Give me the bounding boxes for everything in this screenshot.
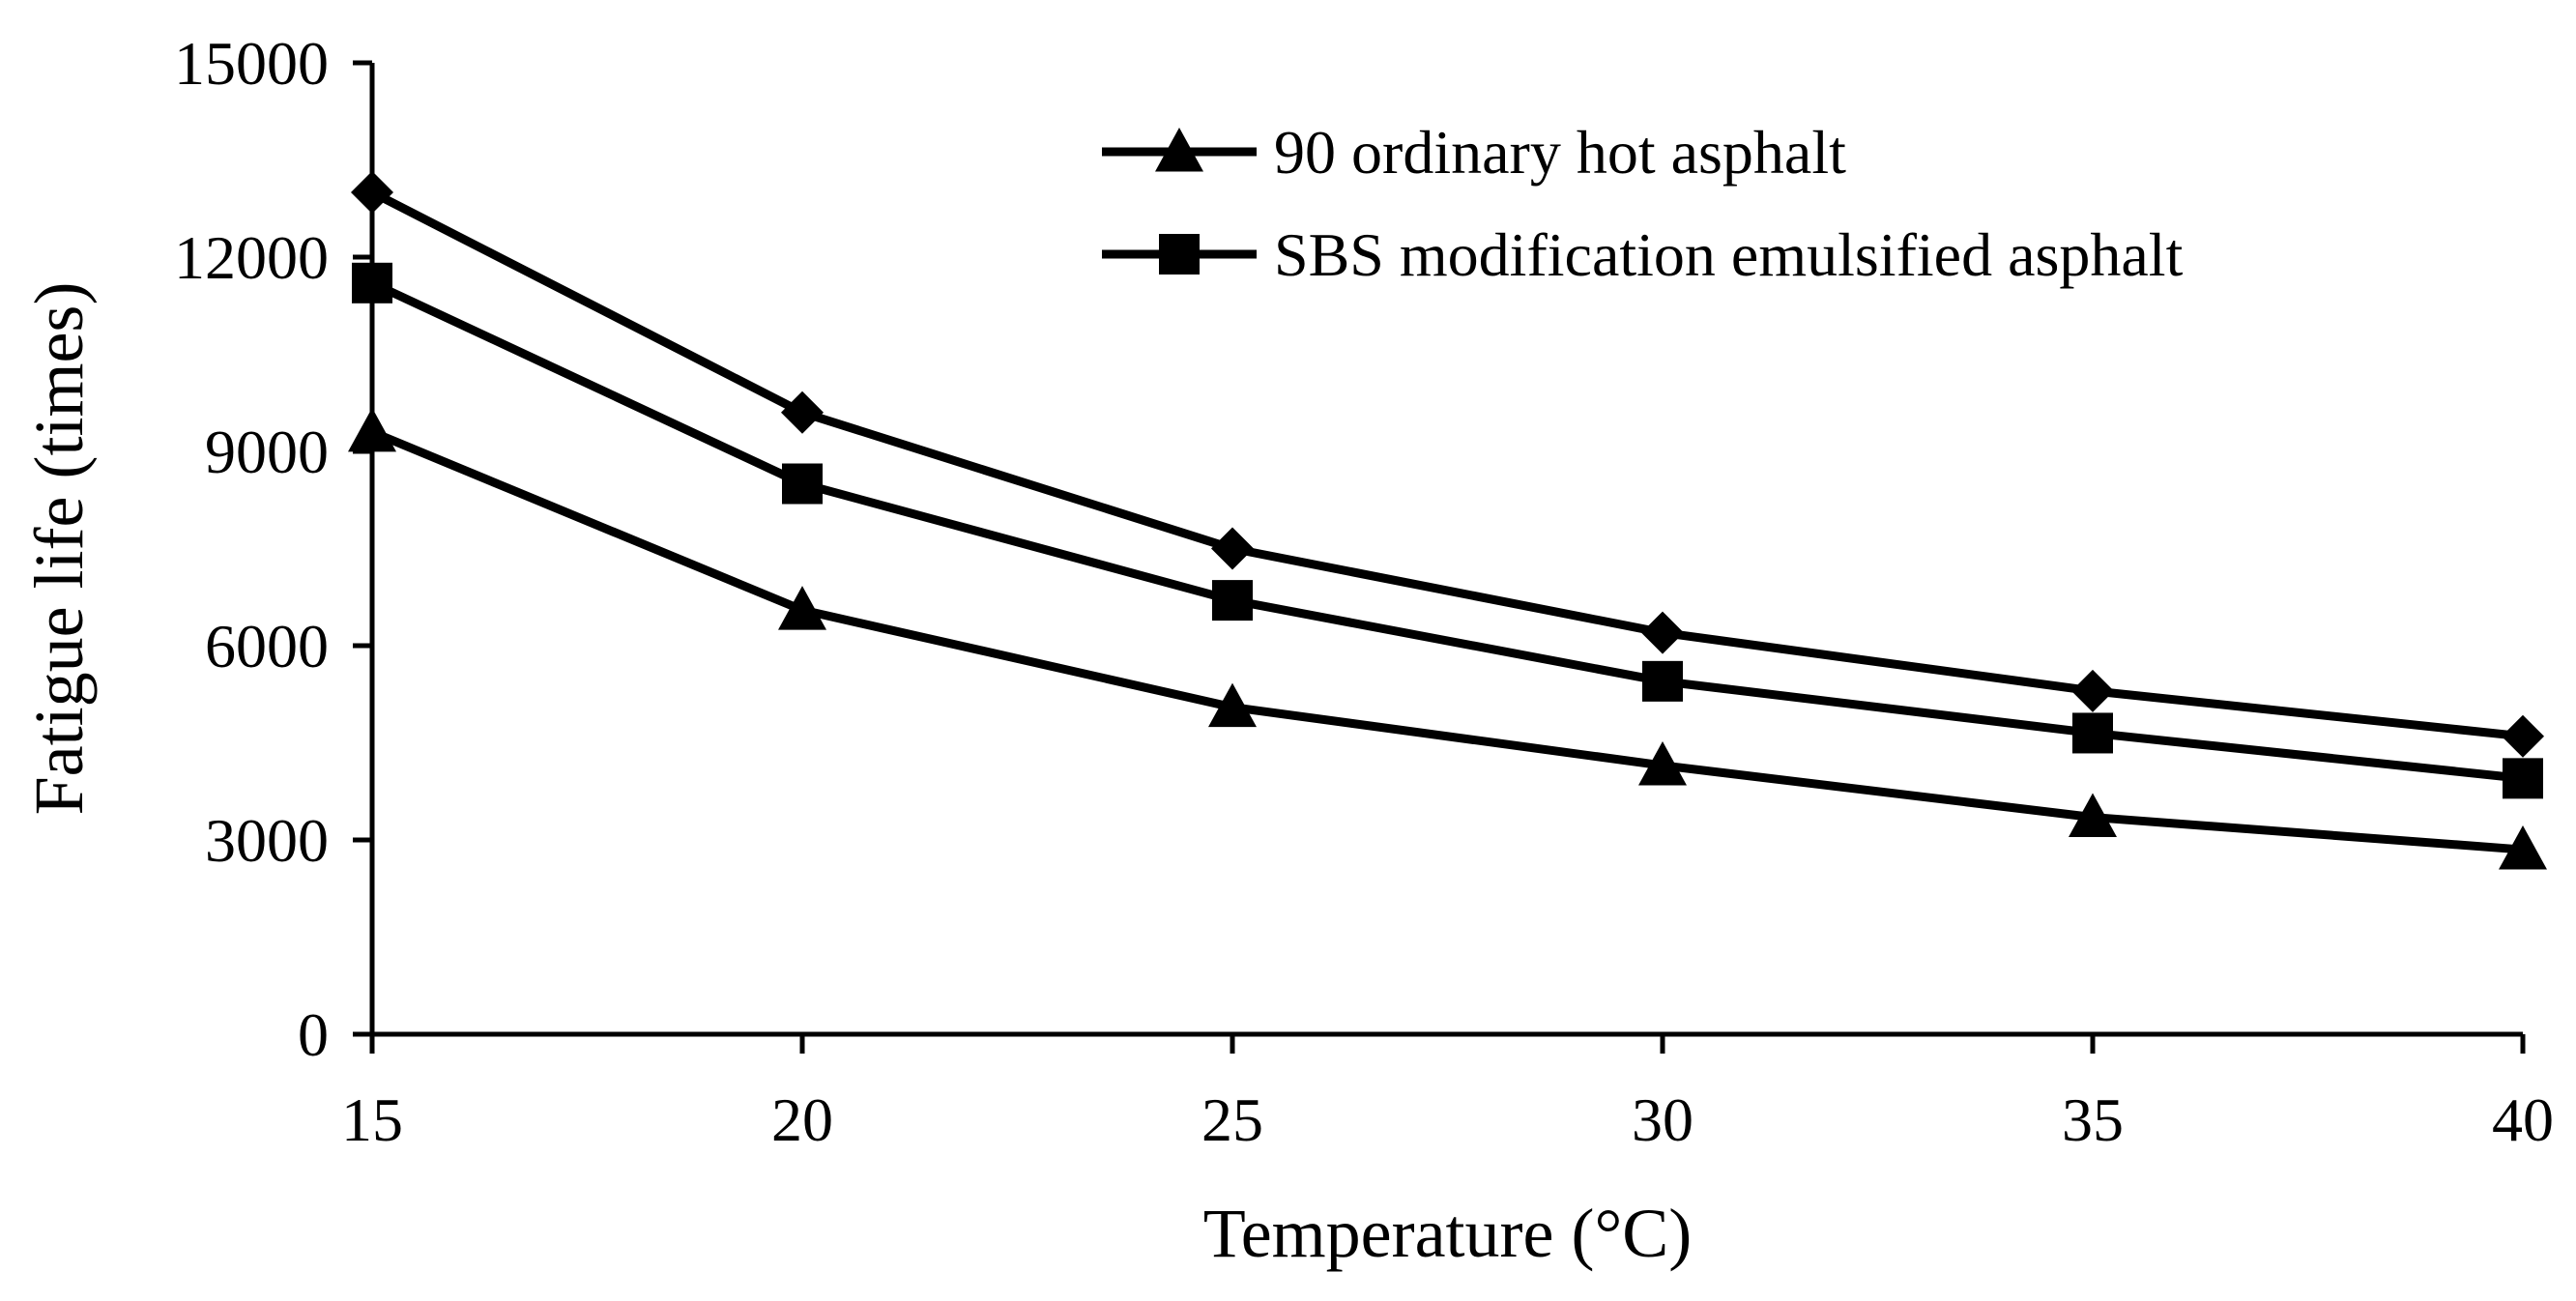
series-line-triangle: [370, 427, 2524, 854]
data-point-square: [1642, 660, 1683, 702]
data-point-diamond: [2502, 714, 2544, 758]
data-point-triangle: [1208, 682, 1257, 728]
legend: 90 ordinary hot asphalt SBS modification …: [1102, 118, 2184, 289]
y-tick-label: 6000: [205, 612, 329, 680]
x-tick-label: 20: [771, 1085, 833, 1154]
data-point-square: [2503, 758, 2543, 799]
legend-label: SBS modification emulsified asphalt: [1274, 220, 2184, 289]
series-triangle: [348, 407, 2547, 870]
data-point-triangle: [1638, 740, 1687, 786]
data-point-triangle: [2069, 793, 2117, 838]
x-tick-label: 35: [2062, 1085, 2124, 1154]
x-axis-title: Temperature (°C): [1203, 1195, 1693, 1272]
series-line-diamond: [369, 188, 2524, 741]
data-point-diamond: [1211, 527, 1254, 570]
axes: 0 3000 6000 9000 12000 15000 15 20 25 30 35 40: [174, 29, 2554, 1154]
legend-marker-triangle: [1155, 128, 1203, 172]
data-point-square: [782, 463, 823, 505]
y-tick-label: 3000: [205, 806, 329, 875]
series-square: [352, 262, 2543, 799]
legend-label: 90 ordinary hot asphalt: [1274, 118, 1846, 187]
legend-marker-square: [1159, 234, 1200, 275]
legend-item-triangle: 90 ordinary hot asphalt: [1102, 118, 1846, 187]
data-point-square: [1212, 580, 1253, 622]
data-point-square: [2072, 712, 2113, 754]
data-point-triangle: [778, 586, 826, 630]
x-tick-label: 15: [341, 1085, 403, 1154]
data-point-diamond: [2071, 669, 2114, 712]
data-point-diamond: [351, 171, 393, 214]
data-point-triangle: [2499, 825, 2547, 870]
data-point-diamond: [781, 390, 824, 434]
data-point-square: [352, 262, 392, 304]
series-layer: [348, 171, 2547, 870]
y-tick-label: 15000: [174, 29, 329, 98]
legend-item-square: SBS modification emulsified asphalt: [1102, 220, 2184, 289]
y-tick-label: 9000: [205, 418, 329, 486]
y-axis-title: Fatigue life (times): [20, 282, 98, 816]
x-tick-label: 25: [1201, 1085, 1263, 1154]
series-line-square: [370, 278, 2524, 783]
x-tick-label: 40: [2492, 1085, 2554, 1154]
data-point-diamond: [1641, 611, 1684, 654]
x-tick-label: 30: [1632, 1085, 1693, 1154]
data-point-triangle: [348, 407, 396, 452]
series-diamond: [351, 171, 2544, 758]
y-tick-label: 0: [298, 1000, 329, 1069]
y-tick-label: 12000: [174, 223, 329, 292]
